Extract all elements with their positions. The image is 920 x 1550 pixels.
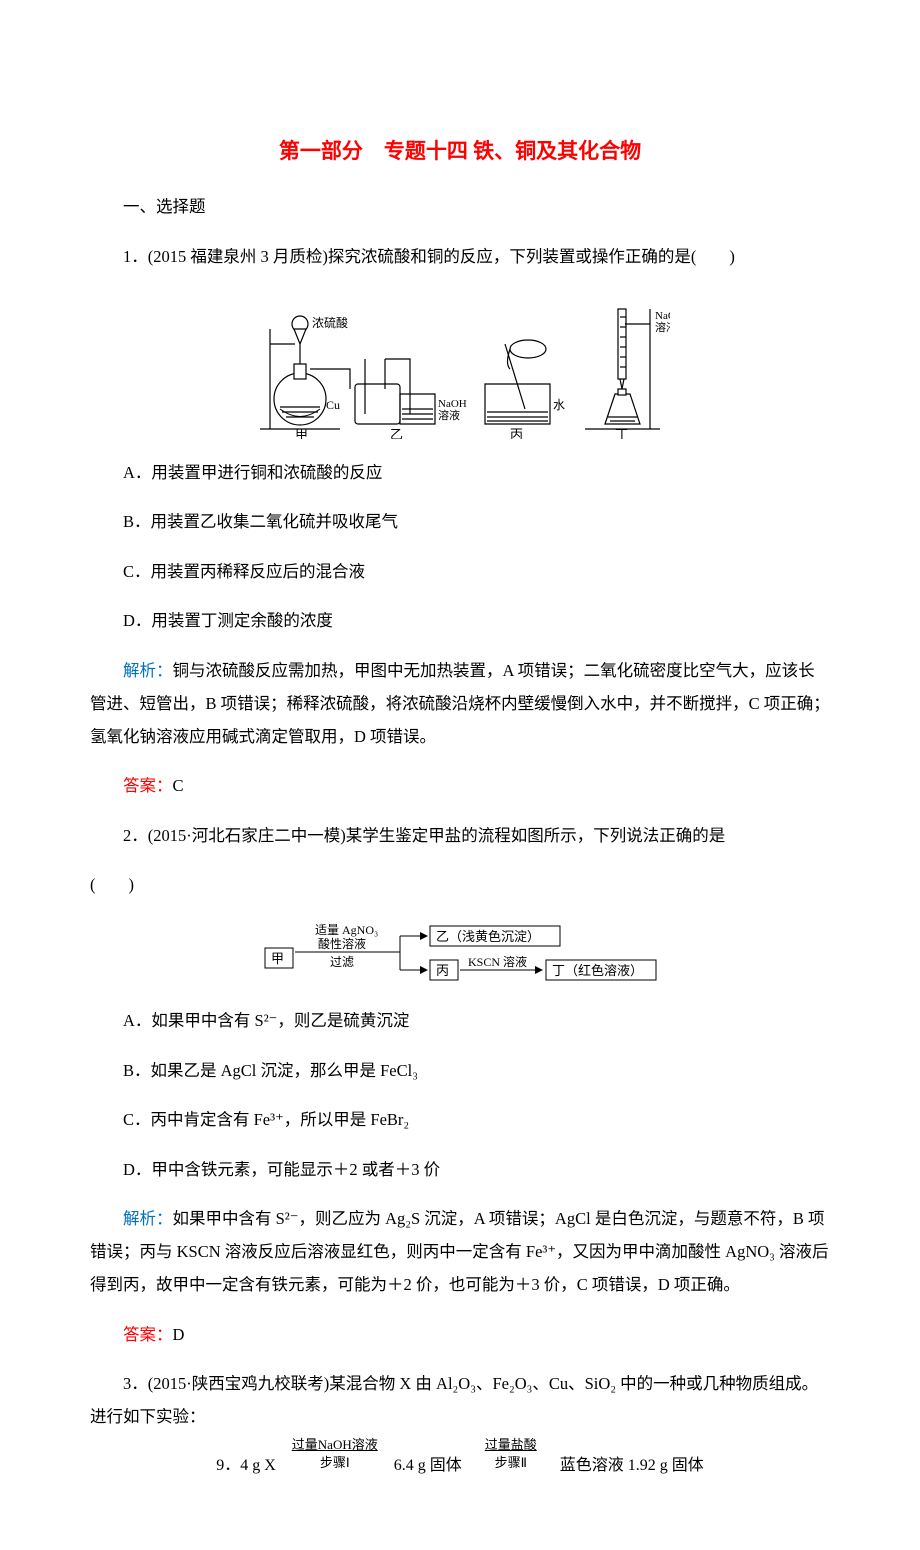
q2-box-jia: 甲 — [271, 951, 284, 966]
q2-stem-a: 2．(2015·河北石家庄二中一模)某学生鉴定甲盐的流程如图所示，下列说法正确的… — [90, 819, 830, 852]
analysis-label: 解析： — [123, 661, 173, 680]
q2-option-d: D．甲中含铁元素，可能显示＋2 或者＋3 价 — [90, 1153, 830, 1186]
q3-flow-diagram: 9．4 g X 过量NaOH溶液 步骤Ⅰ 6.4 g 固体 过量盐酸 步骤Ⅱ 蓝… — [90, 1450, 830, 1482]
q2-option-c: C．丙中肯定含有 Fe³⁺，所以甲是 FeBr₂ — [90, 1103, 830, 1136]
label-cu: Cu — [326, 398, 340, 412]
q2-option-b: B．如果乙是 AgCl 沉淀，那么甲是 FeCl₃ — [90, 1054, 830, 1087]
q1-option-d: D．用装置丁测定余酸的浓度 — [90, 604, 830, 637]
q3-left: 9．4 g X — [216, 1457, 276, 1474]
label-consulf: 浓硫酸 — [312, 315, 348, 330]
q1-analysis: 解析：铜与浓硫酸反应需加热，甲图中无加热装置，A 项错误；二氧化硫密度比空气大，… — [90, 654, 830, 753]
q3-stem: 3．(2015·陕西宝鸡九校联考)某混合物 X 由 Al₂O₃、Fe₂O₃、Cu… — [90, 1367, 830, 1433]
q2-arrow1-bot: 过滤 — [330, 955, 354, 969]
q3-mid: 6.4 g 固体 — [394, 1457, 462, 1474]
label-yi: 乙 — [390, 427, 403, 439]
q1-answer-value: C — [173, 776, 184, 795]
q2-analysis: 解析：如果甲中含有 S²⁻，则乙应为 Ag₂S 沉淀，A 项错误；AgCl 是白… — [90, 1202, 830, 1301]
q2-box-yi: 乙（浅黄色沉淀） — [436, 929, 540, 944]
answer-label: 答案： — [123, 776, 173, 795]
label-water: 水 — [553, 398, 565, 412]
q1-apparatus-diagram: 浓硫酸 Cu 甲 乙 NaOH 溶液 水 丙 — [250, 289, 670, 439]
q2-stem-b: ( ) — [90, 868, 830, 901]
q2-option-a: A．如果甲中含有 S²⁻，则乙是硫黄沉淀 — [90, 1004, 830, 1037]
q3-arrow2-bot: 步骤Ⅱ — [466, 1450, 556, 1476]
q1-option-b: B．用装置乙收集二氧化硫并吸收尾气 — [90, 505, 830, 538]
q2-arrow1-top: 适量 AgNO₃ — [315, 923, 378, 937]
q3-right: 蓝色溶液 1.92 g 固体 — [560, 1457, 704, 1474]
q2-box-ding: 丁（红色溶液） — [552, 963, 643, 978]
q2-answer: 答案：D — [90, 1318, 830, 1351]
label-naoh1a: NaOH — [438, 398, 467, 410]
q3-arrow1-bot: 步骤Ⅰ — [280, 1450, 390, 1476]
label-jia: 甲 — [295, 427, 308, 439]
label-naoh2b: 溶液 — [655, 320, 670, 334]
label-naoh2a: NaOH — [655, 310, 670, 322]
q2-box-bing: 丙 — [436, 963, 449, 978]
q2-arrow2: KSCN 溶液 — [468, 954, 527, 969]
q1-answer: 答案：C — [90, 769, 830, 802]
q1-stem: 1．(2015 福建泉州 3 月质检)探究浓硫酸和铜的反应，下列装置或操作正确的… — [90, 240, 830, 273]
section-heading: 一、选择题 — [90, 190, 830, 223]
label-naoh1b: 溶液 — [438, 408, 460, 422]
q2-answer-value: D — [173, 1325, 185, 1344]
q1-option-a: A．用装置甲进行铜和浓硫酸的反应 — [90, 456, 830, 489]
q2-analysis-text: 如果甲中含有 S²⁻，则乙应为 Ag₂S 沉淀，A 项错误；AgCl 是白色沉淀… — [90, 1209, 829, 1294]
answer-label: 答案： — [123, 1325, 173, 1344]
q1-option-c: C．用装置丙稀释反应后的混合液 — [90, 555, 830, 588]
q2-arrow1-mid: 酸性溶液 — [318, 936, 366, 951]
analysis-label: 解析： — [123, 1209, 173, 1228]
q1-analysis-text: 铜与浓硫酸反应需加热，甲图中无加热装置，A 项错误；二氧化硫密度比空气大，应该长… — [90, 661, 830, 746]
q2-flow-diagram: 甲 适量 AgNO₃ 酸性溶液 过滤 乙（浅黄色沉淀） 丙 KSCN 溶液 丁（… — [260, 918, 660, 988]
label-bing: 丙 — [510, 427, 523, 439]
page-title: 第一部分 专题十四 铁、铜及其化合物 — [90, 130, 830, 172]
label-ding: 丁 — [615, 427, 628, 439]
